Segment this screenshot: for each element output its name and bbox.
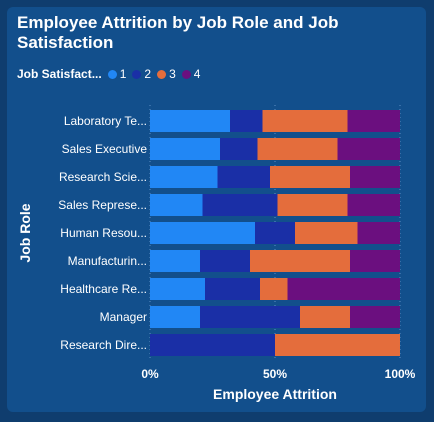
legend: Job Satisfact... 1 2 3 4 bbox=[17, 66, 206, 82]
y-axis-title: Job Role bbox=[17, 203, 33, 262]
bar-1-series-2 bbox=[220, 138, 258, 160]
bar-0-series-4 bbox=[347, 110, 400, 132]
legend-swatch-2 bbox=[132, 69, 142, 79]
category-label: Healthcare Re... bbox=[60, 282, 147, 296]
chart-title: Employee Attrition by Job Role and Job S… bbox=[17, 13, 339, 52]
bar-8-series-3 bbox=[275, 334, 400, 356]
legend-swatch-4 bbox=[181, 69, 191, 79]
legend-label-2: 2 bbox=[144, 67, 152, 81]
bar-0-series-1 bbox=[150, 110, 230, 132]
legend-label-1: 1 bbox=[119, 67, 127, 81]
bar-5-series-3 bbox=[250, 250, 350, 272]
x-tick-label: 50% bbox=[263, 367, 287, 381]
category-label: Laboratory Te... bbox=[64, 114, 147, 128]
bar-6-series-4 bbox=[287, 278, 400, 300]
bar-0-series-2 bbox=[230, 110, 263, 132]
bar-3-series-2 bbox=[202, 194, 278, 216]
x-axis-title: Employee Attrition bbox=[213, 386, 337, 402]
bar-1-series-1 bbox=[150, 138, 220, 160]
bar-3-series-1 bbox=[150, 194, 203, 216]
legend-swatch-3 bbox=[157, 69, 167, 79]
bar-7-series-4 bbox=[350, 306, 400, 328]
bar-6-series-1 bbox=[150, 278, 205, 300]
bar-7-series-3 bbox=[300, 306, 350, 328]
bar-7-series-1 bbox=[150, 306, 200, 328]
bar-8-series-2 bbox=[150, 334, 275, 356]
category-label: Human Resou... bbox=[60, 226, 147, 240]
chart-card: Employee Attrition by Job Role and Job S… bbox=[7, 7, 426, 412]
bar-5-series-1 bbox=[150, 250, 200, 272]
bar-chart: Laboratory Te... Sales Executive Research … bbox=[17, 105, 416, 402]
bar-4-series-1 bbox=[150, 222, 255, 244]
bar-0-series-3 bbox=[262, 110, 348, 132]
legend-item-4[interactable]: 4 bbox=[181, 67, 201, 81]
legend-item-2[interactable]: 2 bbox=[132, 67, 151, 81]
bar-3-series-3 bbox=[277, 194, 348, 216]
bar-2-series-1 bbox=[150, 166, 218, 188]
x-tick-label: 100% bbox=[385, 367, 416, 381]
legend-label-3: 3 bbox=[169, 67, 176, 81]
bar-6-series-2 bbox=[205, 278, 260, 300]
bar-4-series-4 bbox=[357, 222, 400, 244]
bar-1-series-4 bbox=[337, 138, 400, 160]
bar-7-series-2 bbox=[200, 306, 300, 328]
category-label: Research Scie... bbox=[59, 170, 147, 184]
legend-label-4: 4 bbox=[193, 67, 201, 81]
category-label: Sales Represe... bbox=[58, 198, 147, 212]
x-tick-label: 0% bbox=[141, 367, 159, 381]
bar-2-series-4 bbox=[350, 166, 400, 188]
legend-swatch-1 bbox=[107, 69, 117, 79]
bar-3-series-4 bbox=[347, 194, 400, 216]
category-label: Manufacturin... bbox=[68, 254, 147, 268]
bar-5-series-4 bbox=[350, 250, 400, 272]
legend-title: Job Satisfact... bbox=[17, 67, 102, 81]
legend-item-3[interactable]: 3 bbox=[157, 67, 176, 81]
bar-5-series-2 bbox=[200, 250, 250, 272]
bar-6-series-3 bbox=[260, 278, 288, 300]
bar-4-series-2 bbox=[255, 222, 295, 244]
bar-4-series-3 bbox=[295, 222, 358, 244]
bar-2-series-3 bbox=[270, 166, 350, 188]
category-label: Manager bbox=[100, 310, 147, 324]
category-label: Sales Executive bbox=[62, 142, 148, 156]
bar-1-series-3 bbox=[257, 138, 338, 160]
legend-item-1[interactable]: 1 bbox=[107, 67, 127, 81]
category-label: Research Dire... bbox=[60, 338, 147, 352]
bar-2-series-2 bbox=[217, 166, 270, 188]
